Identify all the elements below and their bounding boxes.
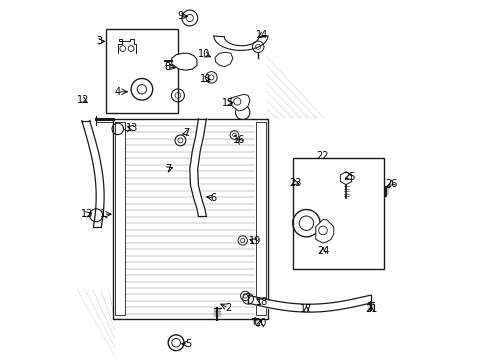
Polygon shape — [230, 94, 249, 111]
Text: 26: 26 — [385, 179, 397, 189]
Bar — [292, 158, 384, 269]
Text: 25: 25 — [343, 172, 355, 182]
Text: 20: 20 — [254, 318, 266, 328]
Text: 5: 5 — [185, 339, 191, 349]
Text: 23: 23 — [289, 178, 301, 188]
Text: 3: 3 — [97, 36, 102, 46]
Text: 17: 17 — [300, 304, 312, 314]
Bar — [106, 29, 178, 113]
Text: 13: 13 — [126, 123, 138, 133]
Text: 16: 16 — [232, 135, 244, 145]
Text: 12: 12 — [77, 95, 89, 105]
Bar — [113, 119, 267, 319]
Text: 15: 15 — [222, 98, 234, 108]
Text: 19: 19 — [248, 236, 260, 246]
Text: 24: 24 — [316, 246, 328, 256]
Polygon shape — [171, 53, 197, 70]
Polygon shape — [315, 220, 333, 243]
Text: 21: 21 — [364, 304, 377, 314]
Text: 7: 7 — [165, 164, 171, 174]
Text: 8: 8 — [163, 62, 170, 72]
Text: 10: 10 — [198, 49, 210, 59]
Text: 2: 2 — [224, 303, 231, 313]
Text: 9: 9 — [177, 11, 183, 21]
Text: 1: 1 — [100, 209, 106, 219]
Text: 18: 18 — [255, 297, 267, 307]
Text: 6: 6 — [210, 193, 217, 203]
Text: 13: 13 — [81, 209, 93, 219]
Bar — [256, 122, 265, 315]
Bar — [115, 122, 124, 315]
Text: 7: 7 — [183, 128, 189, 138]
Text: 14: 14 — [255, 30, 267, 40]
Polygon shape — [215, 52, 232, 67]
Text: 4: 4 — [115, 87, 121, 97]
Text: 11: 11 — [199, 74, 211, 84]
Text: 22: 22 — [316, 150, 328, 161]
